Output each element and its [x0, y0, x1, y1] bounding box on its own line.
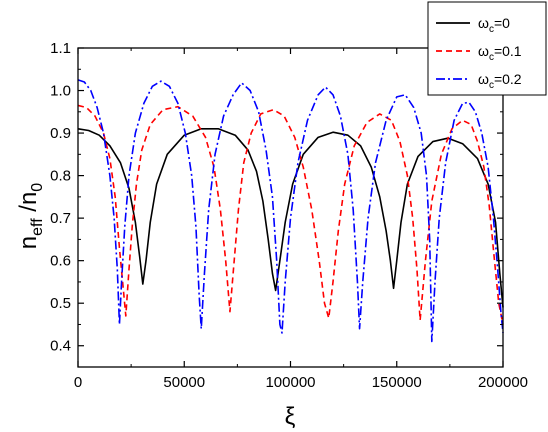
y-tick-label: 1.1: [50, 40, 71, 57]
y-tick-label: 0.6: [50, 253, 71, 270]
legend-label-symbol: ω: [478, 15, 489, 31]
x-tick-label: 50000: [163, 374, 205, 391]
legend-label-2: ωc=0.2: [478, 71, 522, 91]
legend-label-subscript: c: [489, 24, 494, 35]
legend: ωc=0ωc=0.1ωc=0.2: [427, 1, 547, 96]
legend-label-symbol: ω: [478, 71, 489, 87]
legend-items: ωc=0ωc=0.1ωc=0.2: [436, 15, 522, 91]
y-tick-label: 1.0: [50, 83, 71, 100]
legend-label-subscript: c: [489, 52, 494, 63]
x-tick-label: 150000: [372, 374, 422, 391]
series-layer: [77, 79, 504, 343]
y-axis-title-main: n: [15, 236, 42, 249]
y-axis-title-sub2: 0: [29, 183, 46, 192]
y-axis-title-sub1: eff: [29, 218, 46, 236]
y-tick-label: 0.7: [50, 210, 71, 227]
y-tick-label: 0.9: [50, 125, 71, 142]
x-axis-title: ξ: [285, 403, 296, 430]
series-line-0: [77, 128, 504, 308]
legend-label-0: ωc=0: [478, 15, 510, 35]
legend-label-1: ωc=0.1: [478, 43, 522, 63]
legend-label-value: =0: [494, 15, 510, 31]
plot-frame: [77, 47, 504, 368]
x-tick-label: 0: [74, 374, 82, 391]
y-axis-title-mid: /n: [15, 192, 42, 219]
legend-label-value: =0.1: [494, 43, 522, 59]
y-tick-label: 0.5: [50, 295, 71, 312]
series-line-1: [77, 104, 504, 325]
x-tick-label: 200000: [478, 374, 528, 391]
legend-box: [427, 1, 547, 96]
y-tick-label: 0.4: [50, 338, 71, 355]
legend-label-symbol: ω: [478, 43, 489, 59]
legend-label-subscript: c: [489, 80, 494, 91]
series-line-2: [77, 79, 504, 343]
y-tick-label: 0.8: [50, 168, 71, 185]
axes-layer: 0 50000 100000 150000 200000 0.4 0.5 0.6 0.7 0.8 0…: [50, 40, 528, 391]
legend-label-value: =0.2: [494, 71, 522, 87]
y-axis-title: neff /n0: [15, 183, 46, 250]
x-tick-label: 100000: [265, 374, 315, 391]
